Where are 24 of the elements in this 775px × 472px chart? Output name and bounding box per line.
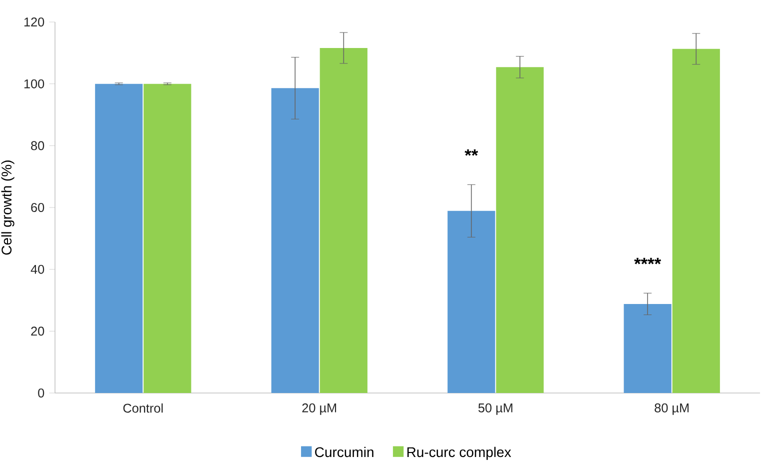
y-tick-label: 20: [31, 326, 44, 336]
x-tick-label: 50 µM: [478, 403, 512, 415]
bar: [95, 84, 143, 393]
bar: [624, 304, 672, 393]
legend-label: Curcumin: [315, 446, 374, 458]
bar: [496, 67, 544, 393]
bar: [448, 210, 496, 393]
bar: [320, 48, 368, 393]
y-axis-title: Cell growth (%): [1, 160, 14, 255]
y-tick-label: 120: [24, 18, 44, 26]
legend-label: Ru-curc complex: [407, 446, 512, 460]
x-tick-label: 20 µM: [302, 403, 336, 415]
y-tick-label: 0: [38, 388, 44, 398]
annotation: **: [464, 149, 478, 156]
bar: [672, 48, 720, 393]
x-tick-label: Control: [123, 403, 163, 413]
bar: [271, 88, 319, 393]
y-tick-label: 100: [24, 79, 44, 88]
y-tick-label: 40: [30, 264, 44, 274]
annotation: ****: [634, 258, 662, 264]
y-tick-label: 80: [31, 141, 44, 150]
bar: [144, 84, 192, 393]
y-tick-label: 60: [31, 203, 44, 212]
x-tick-label: 80 µM: [654, 403, 689, 415]
